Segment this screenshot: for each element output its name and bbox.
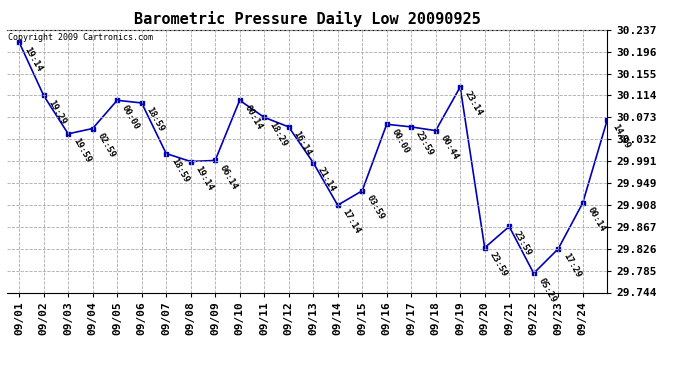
Text: 00:00: 00:00	[120, 103, 141, 131]
Text: 21:14: 21:14	[316, 165, 337, 193]
Text: 03:59: 03:59	[365, 194, 386, 221]
Text: 17:29: 17:29	[561, 252, 582, 279]
Text: 18:29: 18:29	[267, 120, 288, 148]
Text: 18:59: 18:59	[169, 156, 190, 184]
Text: 00:44: 00:44	[438, 134, 460, 161]
Text: 00:14: 00:14	[586, 206, 607, 234]
Title: Barometric Pressure Daily Low 20090925: Barometric Pressure Daily Low 20090925	[134, 12, 480, 27]
Text: 05:29: 05:29	[536, 276, 558, 304]
Text: 14:59: 14:59	[610, 123, 631, 150]
Text: 02:59: 02:59	[95, 131, 117, 159]
Text: 00:00: 00:00	[389, 127, 411, 155]
Text: 06:14: 06:14	[218, 163, 239, 191]
Text: 17:14: 17:14	[340, 208, 362, 236]
Text: 16:14: 16:14	[291, 130, 313, 158]
Text: 19:29: 19:29	[46, 98, 68, 126]
Text: 23:59: 23:59	[414, 130, 435, 158]
Text: 19:14: 19:14	[193, 164, 215, 192]
Text: 19:14: 19:14	[22, 45, 43, 73]
Text: Copyright 2009 Cartronics.com: Copyright 2009 Cartronics.com	[8, 33, 153, 42]
Text: 19:59: 19:59	[71, 136, 92, 164]
Text: 23:59: 23:59	[512, 229, 533, 257]
Text: 18:59: 18:59	[144, 106, 166, 134]
Text: 23:59: 23:59	[487, 251, 509, 278]
Text: 00:14: 00:14	[242, 103, 264, 131]
Text: 23:14: 23:14	[463, 90, 484, 117]
